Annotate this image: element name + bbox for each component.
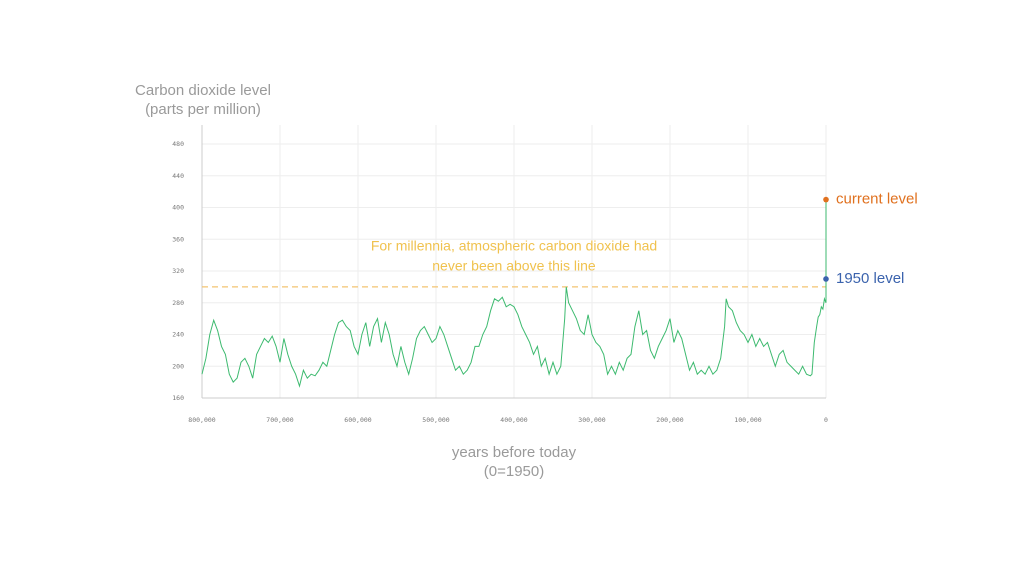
level-label: 1950 level (836, 270, 904, 287)
y-tick-label: 160 (172, 394, 184, 402)
y-axis-label: (parts per million) (145, 101, 261, 118)
annotation: never been above this line (432, 258, 596, 274)
y-tick-label: 360 (172, 235, 184, 243)
level-label: current level (836, 191, 918, 208)
level-point (823, 196, 829, 203)
x-tick-label: 200,000 (656, 416, 683, 424)
x-axis-label: (0=1950) (484, 463, 544, 480)
x-tick-label: 800,000 (188, 416, 215, 424)
x-tick-label: 0 (824, 416, 828, 424)
y-tick-label: 280 (172, 299, 184, 307)
x-tick-label: 500,000 (422, 416, 449, 424)
y-tick-label: 440 (172, 172, 184, 180)
y-tick-label: 320 (172, 267, 184, 275)
x-tick-label: 400,000 (500, 416, 527, 424)
y-tick-label: 480 (172, 140, 184, 148)
x-tick-label: 100,000 (734, 416, 761, 424)
level-point (823, 276, 829, 282)
y-tick-label: 400 (172, 204, 184, 212)
x-tick-label: 300,000 (578, 416, 605, 424)
y-tick-label: 200 (172, 362, 184, 370)
x-tick-label: 600,000 (344, 416, 371, 424)
co2-line (201, 199, 827, 388)
x-tick-label: 700,000 (266, 416, 293, 424)
x-axis-label: years before today (452, 444, 577, 461)
y-tick-label: 240 (172, 331, 184, 339)
y-axis-label: Carbon dioxide level (135, 82, 271, 99)
annotation: For millennia, atmospheric carbon dioxid… (371, 238, 657, 254)
